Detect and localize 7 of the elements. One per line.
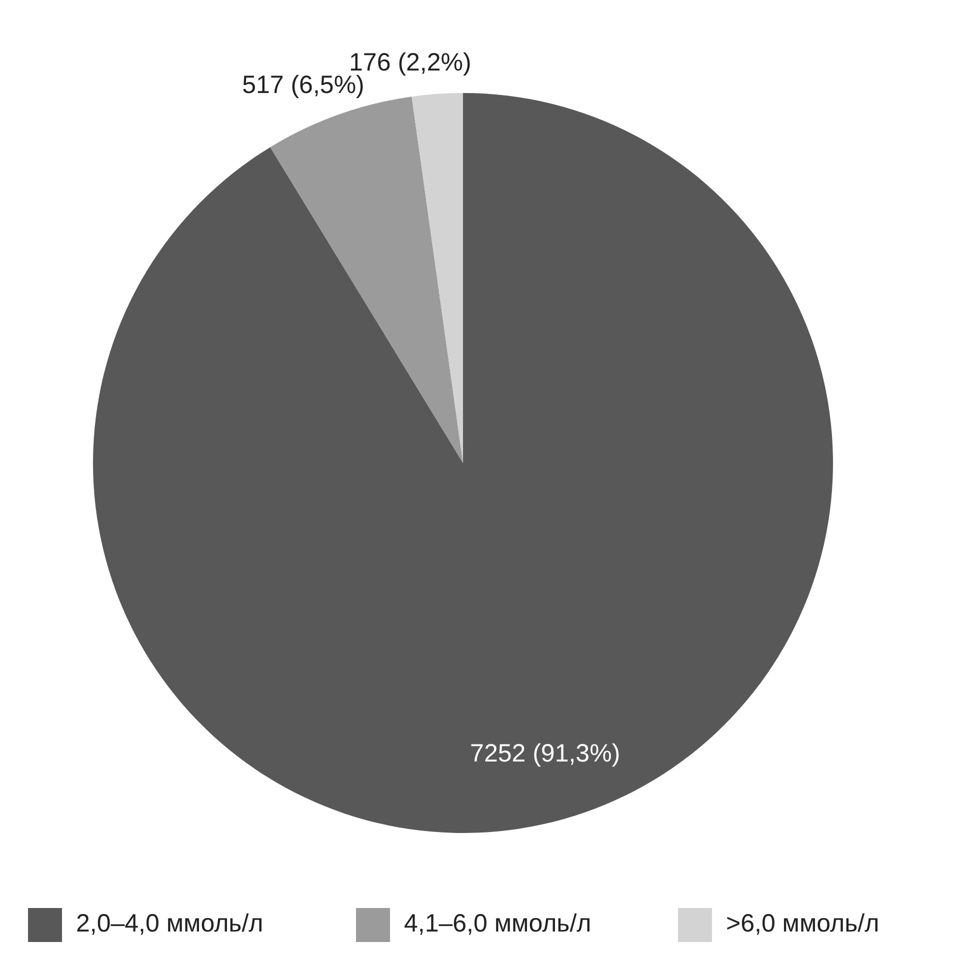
data-label: 517 (6,5%) (242, 70, 364, 99)
pie-slice (412, 93, 463, 463)
pie-slice (270, 96, 463, 463)
legend-label: 2,0–4,0 ммоль/л (76, 910, 264, 938)
legend-label: 4,1–6,0 ммоль/л (404, 910, 592, 938)
legend-label: >6,0 ммоль/л (726, 910, 880, 938)
data-label: 7252 (91,3%) (470, 740, 620, 768)
